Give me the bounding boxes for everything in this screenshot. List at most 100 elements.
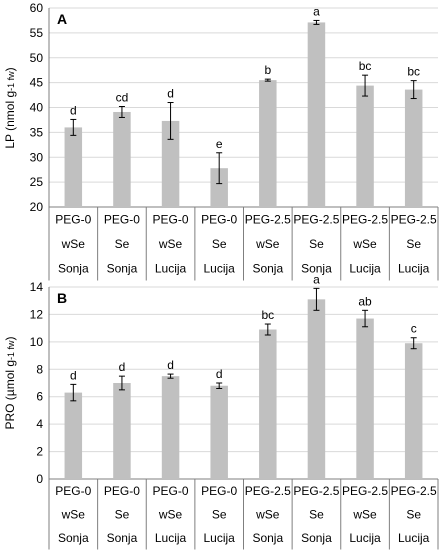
category-label: Lucija bbox=[155, 261, 187, 275]
category-label: PEG-0 bbox=[201, 212, 237, 226]
category-label: PEG-0 bbox=[153, 212, 189, 226]
y-tick-label: 0 bbox=[36, 472, 43, 486]
category-label: Sonja bbox=[58, 531, 89, 545]
category-label: Lucija bbox=[398, 261, 430, 275]
significance-letter: c bbox=[411, 322, 417, 336]
category-label: PEG-2.5 bbox=[245, 484, 291, 498]
category-label: Lucija bbox=[349, 261, 381, 275]
significance-letter: a bbox=[313, 272, 320, 286]
category-label: Se bbox=[406, 237, 421, 251]
significance-letter: a bbox=[313, 4, 320, 18]
bar bbox=[356, 85, 374, 207]
chart-panel-a: 20 25 30 35 40 45 50 55 60 d cd d e b a bc bc PEG-0 wSe Son… bbox=[3, 1, 439, 281]
y-tick-label: 2 bbox=[36, 445, 43, 459]
category-label: PEG-0 bbox=[104, 212, 140, 226]
category-label: wSe bbox=[255, 237, 280, 251]
category-label: PEG-2.5 bbox=[293, 484, 339, 498]
category-label: wSe bbox=[158, 237, 183, 251]
bar bbox=[64, 392, 83, 479]
significance-letter: bc bbox=[359, 59, 372, 73]
bar bbox=[356, 318, 374, 479]
y-tick-label: 8 bbox=[36, 362, 43, 376]
y-tick-label: 35 bbox=[30, 125, 44, 139]
category-label: Sonja bbox=[252, 531, 283, 545]
panel-label: A bbox=[57, 11, 67, 27]
significance-letter: d bbox=[167, 87, 174, 101]
bar bbox=[404, 89, 423, 207]
significance-letter: d bbox=[216, 367, 223, 381]
category-label: PEG-2.5 bbox=[391, 484, 437, 498]
y-tick-label: 14 bbox=[30, 280, 44, 294]
y-tick-label: 45 bbox=[30, 76, 44, 90]
category-label: Sonja bbox=[58, 261, 89, 275]
category-label: PEG-0 bbox=[55, 212, 91, 226]
y-tick-label: 6 bbox=[36, 390, 43, 404]
y-tick-label: 40 bbox=[30, 101, 44, 115]
category-label: PEG-2.5 bbox=[245, 212, 291, 226]
bar bbox=[113, 383, 131, 479]
category-label: Lucija bbox=[349, 531, 381, 545]
category-label: wSe bbox=[61, 237, 86, 251]
category-label: wSe bbox=[61, 507, 86, 521]
category-label: Sonja bbox=[301, 261, 332, 275]
category-label: Lucija bbox=[155, 531, 187, 545]
category-label: Sonja bbox=[301, 531, 332, 545]
bar bbox=[161, 120, 180, 207]
y-tick-label: 10 bbox=[30, 335, 44, 349]
category-label: PEG-2.5 bbox=[391, 212, 437, 226]
significance-letter: bc bbox=[261, 308, 274, 322]
significance-letter: b bbox=[264, 63, 271, 77]
bar bbox=[307, 299, 326, 479]
y-tick-label: 20 bbox=[30, 200, 44, 214]
bar bbox=[259, 329, 277, 479]
significance-letter: e bbox=[216, 137, 223, 151]
category-label: Lucija bbox=[204, 261, 236, 275]
category-label: PEG-0 bbox=[153, 484, 189, 498]
y-tick-label: 30 bbox=[30, 150, 44, 164]
bar bbox=[259, 80, 277, 207]
category-label: PEG-2.5 bbox=[342, 212, 388, 226]
y-tick-label: 60 bbox=[30, 1, 44, 15]
category-label: PEG-2.5 bbox=[342, 484, 388, 498]
category-label: PEG-0 bbox=[104, 484, 140, 498]
significance-letter: d bbox=[70, 103, 77, 117]
category-label: Se bbox=[212, 507, 227, 521]
category-label: Sonja bbox=[107, 261, 138, 275]
category-label: Sonja bbox=[107, 531, 138, 545]
category-label: PEG-0 bbox=[201, 484, 237, 498]
bar bbox=[161, 376, 180, 479]
panel-label: B bbox=[57, 290, 67, 306]
category-label: Se bbox=[406, 507, 421, 521]
category-label: Se bbox=[309, 237, 324, 251]
y-tick-label: 25 bbox=[30, 175, 44, 189]
category-label: wSe bbox=[352, 507, 377, 521]
category-label: Lucija bbox=[204, 531, 236, 545]
significance-letter: d bbox=[167, 358, 174, 372]
category-label: wSe bbox=[352, 237, 377, 251]
chart-panel-b: 0 2 4 6 8 10 12 14 d d d d bc a ab c PEG-0 wSe Sonja PEG-0 S… bbox=[3, 272, 439, 550]
bar bbox=[404, 343, 423, 479]
category-label: PEG-2.5 bbox=[293, 212, 339, 226]
category-label: Sonja bbox=[252, 261, 283, 275]
bar bbox=[210, 168, 228, 207]
y-tick-label: 55 bbox=[30, 26, 44, 40]
y-tick-label: 4 bbox=[36, 417, 43, 431]
bar bbox=[113, 111, 131, 207]
category-label: PEG-0 bbox=[55, 484, 91, 498]
significance-letter: ab bbox=[358, 294, 372, 308]
bar bbox=[210, 385, 228, 479]
category-label: wSe bbox=[158, 507, 183, 521]
significance-letter: d bbox=[70, 368, 77, 382]
category-label: Se bbox=[115, 237, 130, 251]
bar bbox=[307, 22, 326, 207]
category-label: Se bbox=[115, 507, 130, 521]
category-label: Se bbox=[309, 507, 324, 521]
significance-letter: bc bbox=[407, 65, 420, 79]
y-tick-label: 50 bbox=[30, 51, 44, 65]
bar bbox=[64, 127, 83, 207]
category-label: Lucija bbox=[398, 531, 430, 545]
y-tick-label: 12 bbox=[30, 307, 44, 321]
significance-letter: d bbox=[119, 360, 126, 374]
